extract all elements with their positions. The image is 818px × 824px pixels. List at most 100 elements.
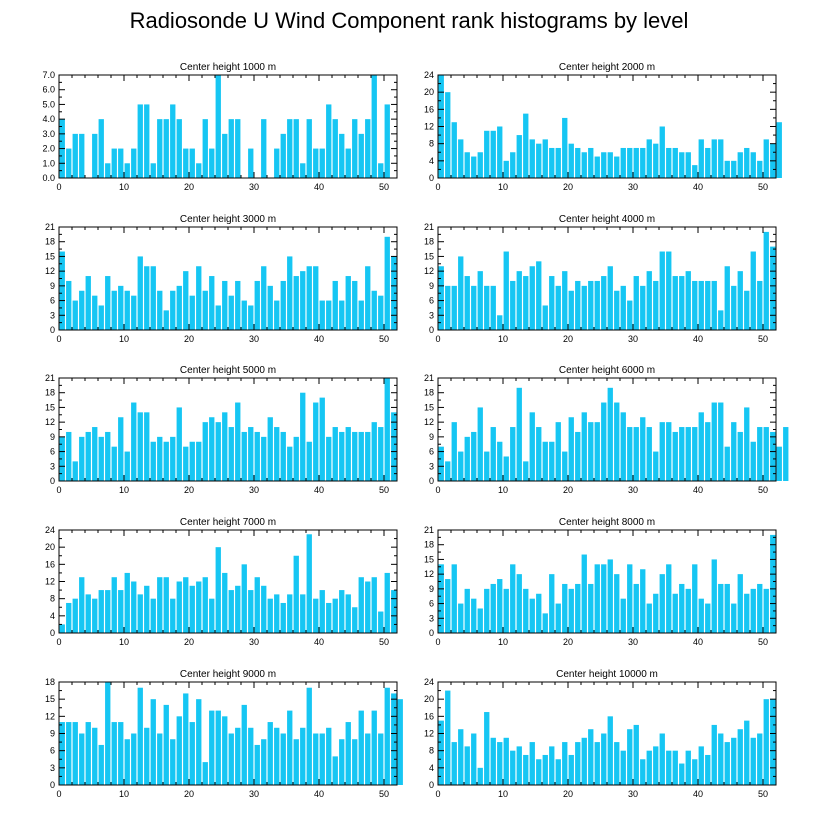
histogram-bar: [202, 119, 208, 178]
y-tick-label: 0: [50, 780, 55, 790]
histogram-bar: [503, 251, 509, 330]
x-tick-label: 20: [563, 334, 573, 344]
histogram-bar: [770, 699, 776, 785]
x-tick-label: 30: [628, 334, 638, 344]
histogram-bar: [685, 152, 691, 178]
histogram-bar: [562, 742, 568, 785]
histogram-bar: [215, 710, 221, 785]
histogram-bar: [163, 441, 169, 481]
y-tick-label: 21: [424, 373, 434, 383]
histogram-bar: [92, 133, 98, 178]
histogram-bar: [66, 722, 72, 785]
histogram-bar: [744, 147, 750, 178]
y-tick-label: 0: [429, 628, 434, 638]
histogram-bar: [358, 300, 364, 330]
x-tick-label: 20: [563, 182, 573, 192]
histogram-bar: [536, 261, 542, 330]
histogram-bar: [72, 461, 78, 481]
histogram-bar: [365, 581, 371, 633]
histogram-bar: [170, 739, 176, 785]
y-tick-label: 1.0: [42, 158, 55, 168]
histogram-bar: [484, 451, 490, 481]
histogram-bar: [144, 727, 150, 785]
histogram-bar: [176, 119, 182, 178]
histogram-panel: Center height 6000 m 0 10 20 30 40 50 0 3 6 9 12 15 1…: [424, 365, 789, 495]
histogram-bar: [607, 716, 613, 785]
histogram-bar: [503, 588, 509, 633]
histogram-bar: [510, 564, 516, 633]
histogram-bar: [235, 119, 241, 178]
histogram-bar: [105, 431, 111, 481]
histogram-bar: [287, 119, 293, 178]
x-tick-label: 40: [314, 789, 324, 799]
histogram-bar: [339, 133, 345, 178]
y-tick-label: 8: [429, 139, 434, 149]
histogram-bar: [633, 276, 639, 330]
histogram-bar: [633, 583, 639, 633]
histogram-bar: [241, 431, 247, 481]
histogram-bar: [555, 422, 561, 481]
histogram-bar: [646, 271, 652, 330]
histogram-bar: [339, 300, 345, 330]
histogram-bar: [196, 581, 202, 633]
x-tick-label: 40: [314, 182, 324, 192]
histogram-bar: [581, 152, 587, 178]
x-tick-label: 0: [56, 334, 61, 344]
histogram-bar: [332, 119, 338, 178]
y-tick-label: 12: [45, 266, 55, 276]
histogram-panel: Center height 10000 m 0 10 20 30 40 50 0 4 8 12 16 2…: [424, 669, 777, 799]
histogram-bar: [202, 762, 208, 785]
y-tick-label: 12: [45, 577, 55, 587]
histogram-bar: [451, 122, 457, 178]
histogram-bar: [523, 113, 529, 179]
histogram-bar: [222, 412, 228, 481]
histogram-bar: [105, 590, 111, 633]
histogram-bar: [287, 446, 293, 481]
x-tick-label: 0: [56, 789, 61, 799]
y-tick-label: 3: [50, 763, 55, 773]
histogram-bar: [672, 750, 678, 785]
histogram-bar: [510, 750, 516, 785]
histogram-bar: [300, 392, 306, 481]
histogram-bar: [215, 75, 221, 178]
histogram-bar: [666, 422, 672, 481]
histogram-bar: [477, 271, 483, 330]
histogram-bar: [646, 427, 652, 481]
y-tick-label: 15: [424, 251, 434, 261]
histogram-bar: [750, 152, 756, 178]
histogram-bar: [111, 148, 117, 178]
histogram-bar: [358, 431, 364, 481]
histogram-bar: [659, 251, 665, 330]
histogram-bar: [536, 759, 542, 785]
histogram-bar: [555, 759, 561, 785]
x-tick-label: 30: [628, 182, 638, 192]
histogram-bar: [724, 446, 730, 481]
x-tick-label: 0: [435, 485, 440, 495]
histogram-bar: [692, 427, 698, 481]
histogram-bar: [92, 427, 98, 481]
histogram-bar: [85, 722, 91, 785]
histogram-bar: [497, 742, 503, 785]
histogram-bar: [757, 733, 763, 785]
histogram-bar: [744, 407, 750, 481]
x-tick-label: 40: [314, 637, 324, 647]
histogram-bar: [477, 608, 483, 633]
x-tick-label: 50: [758, 637, 768, 647]
histogram-bar: [549, 147, 555, 178]
histogram-bar: [163, 310, 169, 330]
histogram-bar: [228, 295, 234, 330]
x-tick-label: 20: [184, 485, 194, 495]
histogram-bar: [118, 285, 124, 330]
histogram-bar: [235, 727, 241, 785]
histogram-bar: [144, 266, 150, 330]
histogram-bar: [562, 271, 568, 330]
histogram-bar: [464, 436, 470, 481]
histogram-bar: [653, 593, 659, 633]
histogram-bar: [542, 754, 548, 785]
x-tick-label: 20: [563, 789, 573, 799]
histogram-bar: [202, 422, 208, 481]
histogram-bar: [653, 143, 659, 178]
histogram-bar: [137, 412, 143, 481]
histogram-bar: [458, 729, 464, 785]
histogram-bar: [293, 436, 299, 481]
